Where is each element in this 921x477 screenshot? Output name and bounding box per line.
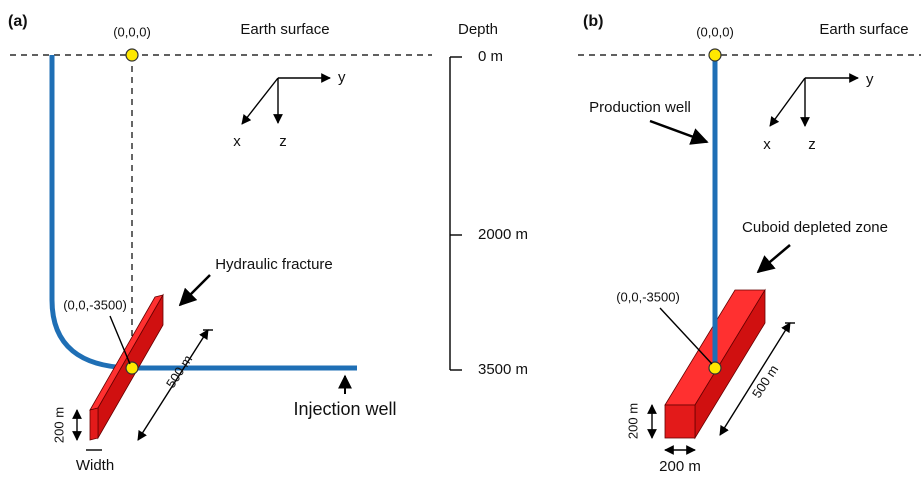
origin-point — [708, 48, 722, 62]
surface-label: Earth surface — [819, 21, 908, 38]
height-label: 200 m — [625, 403, 640, 439]
zone-arrow — [756, 244, 791, 274]
fracture-label: Hydraulic fracture — [215, 256, 333, 273]
axis-z-label: z — [279, 133, 287, 150]
depth-title: Depth — [458, 21, 498, 38]
leader — [109, 315, 131, 365]
axis-x-label: x — [233, 133, 241, 150]
zone-label: Cuboid depleted zone — [742, 219, 888, 236]
scale-label: 3500 m — [478, 361, 528, 378]
origin-label: (0,0,0) — [696, 24, 734, 39]
panel-label: (a) — [8, 13, 28, 30]
fracture-point — [125, 361, 139, 375]
point-label: (0,0,-3500) — [616, 289, 680, 304]
height-label: 200 m — [51, 407, 66, 443]
panel-a: (a) (0,0,0) Earth surface y x z Hydrauli… — [8, 13, 432, 474]
panel-label: (b) — [583, 13, 603, 30]
width-label: 200 m — [659, 458, 701, 475]
depth-scale: Depth 0 m 2000 m 3500 m — [449, 21, 528, 378]
axis-z-label: z — [808, 136, 816, 153]
length-dimension — [719, 322, 791, 436]
leader — [659, 307, 713, 365]
scale-label: 0 m — [478, 48, 503, 65]
well-arrow — [649, 119, 709, 145]
panel-b: (b) (0,0,0) Earth surface y x z Producti… — [578, 13, 921, 475]
axis-y-label: y — [866, 71, 874, 88]
axis-x — [769, 77, 806, 127]
length-dimension — [137, 329, 209, 441]
injection-well — [49, 55, 357, 371]
axis-x — [241, 77, 279, 125]
width-label: Width — [76, 457, 114, 474]
axis-y-label: y — [338, 69, 346, 86]
surface-label: Earth surface — [240, 21, 329, 38]
zone-point — [708, 361, 722, 375]
scale-label: 2000 m — [478, 226, 528, 243]
origin-point — [125, 48, 139, 62]
fracture-arrow — [178, 274, 211, 307]
axis-x-label: x — [763, 136, 771, 153]
length-label: 500 m — [163, 352, 195, 390]
point-label: (0,0,-3500) — [63, 297, 127, 312]
well-label: Production well — [589, 99, 691, 116]
well-label: Injection well — [293, 399, 396, 419]
origin-label: (0,0,0) — [113, 24, 151, 39]
